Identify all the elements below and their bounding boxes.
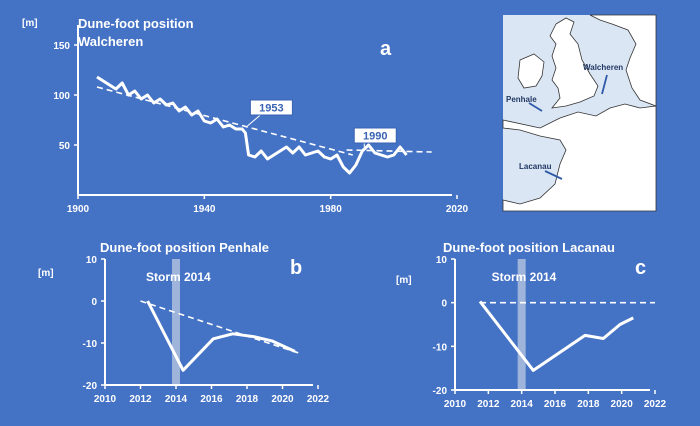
chart-a-ylabel: [m] xyxy=(22,18,38,29)
x-tick-label: 2018 xyxy=(236,394,259,405)
x-tick-label: 2020 xyxy=(611,399,634,410)
map-northern-europe xyxy=(589,14,657,107)
y-tick-label: 0 xyxy=(91,297,97,308)
y-tick-label: -10 xyxy=(433,342,448,353)
x-tick-label: 2014 xyxy=(511,399,534,410)
annotation-box xyxy=(353,127,397,144)
x-tick-label: 2022 xyxy=(307,394,330,405)
chart-c-panel-label: c xyxy=(635,257,646,279)
x-tick-label: 2014 xyxy=(165,394,188,405)
y-tick-label: -10 xyxy=(83,339,98,350)
series-line-observed xyxy=(96,75,408,175)
chart-walcheren: Dune-foot position Walcheren [m] a 1900 1… xyxy=(22,16,469,215)
x-tick-label: 1980 xyxy=(320,204,343,215)
map-label-lacanau: Lacanau xyxy=(519,162,552,171)
annotation-box xyxy=(249,99,293,116)
chart-a-panel-label: a xyxy=(380,38,392,60)
map-arrow-lacanau xyxy=(544,170,563,180)
series-line-trend xyxy=(140,300,301,355)
chart-b-ylabel: [m] xyxy=(38,268,54,279)
map-arrow-penhale xyxy=(528,102,543,112)
y-tick-label: 150 xyxy=(53,41,70,52)
x-tick-label: 2010 xyxy=(444,399,467,410)
y-tick-label: 10 xyxy=(436,255,448,266)
annotation-leader xyxy=(247,114,261,127)
x-tick-label: 2016 xyxy=(544,399,567,410)
y-tick-label: 100 xyxy=(53,91,70,102)
annotation-label: 1990 xyxy=(363,131,387,143)
x-tick-label: 2020 xyxy=(446,204,469,215)
x-tick-label: 2012 xyxy=(129,394,152,405)
storm-band xyxy=(517,259,526,390)
map-great-britain xyxy=(549,17,599,109)
x-tick-label: 2010 xyxy=(94,394,117,405)
chart-a-title-line2: Walcheren xyxy=(78,34,143,49)
chart-lacanau: Dune-foot position Lacanau [m] c Storm 2… xyxy=(396,240,667,410)
map-label-walcheren: Walcheren xyxy=(583,63,623,72)
series-line-trend xyxy=(96,86,354,156)
storm-label: Storm 2014 xyxy=(492,270,557,284)
y-tick-label: 0 xyxy=(441,299,447,310)
chart-c-ylabel: [m] xyxy=(396,275,412,286)
y-tick-label: 50 xyxy=(59,141,71,152)
map-ireland xyxy=(517,53,545,89)
x-tick-label: 2022 xyxy=(644,399,667,410)
chart-a-title-line1: Dune-foot position xyxy=(78,16,194,31)
x-tick-label: 2018 xyxy=(577,399,600,410)
x-tick-label: 2016 xyxy=(200,394,223,405)
map-arrow-walcheren xyxy=(601,74,608,95)
x-tick-label: 1900 xyxy=(67,204,90,215)
y-tick-label: 10 xyxy=(86,255,98,266)
chart-c-title: Dune-foot position Lacanau xyxy=(443,240,615,255)
series-line-trend xyxy=(346,149,432,153)
series-line-observed xyxy=(146,300,296,372)
map-continent xyxy=(502,103,657,212)
storm-label: Storm 2014 xyxy=(146,270,211,284)
chart-penhale: Dune-foot position Penhale [m] b Storm 2… xyxy=(38,240,330,405)
y-tick-label: -20 xyxy=(83,381,98,392)
map-label-penhale: Penhale xyxy=(506,95,537,104)
chart-b-title: Dune-foot position Penhale xyxy=(100,240,269,255)
y-tick-label: -20 xyxy=(433,386,448,397)
storm-band xyxy=(172,259,180,385)
chart-b-panel-label: b xyxy=(290,257,302,279)
x-tick-label: 2020 xyxy=(271,394,294,405)
europe-map-inset: Walcheren Penhale Lacanau xyxy=(502,14,657,212)
x-tick-label: 2012 xyxy=(477,399,500,410)
annotation-label: 1953 xyxy=(259,103,283,115)
series-line-observed xyxy=(478,300,634,372)
x-tick-label: 1940 xyxy=(193,204,216,215)
